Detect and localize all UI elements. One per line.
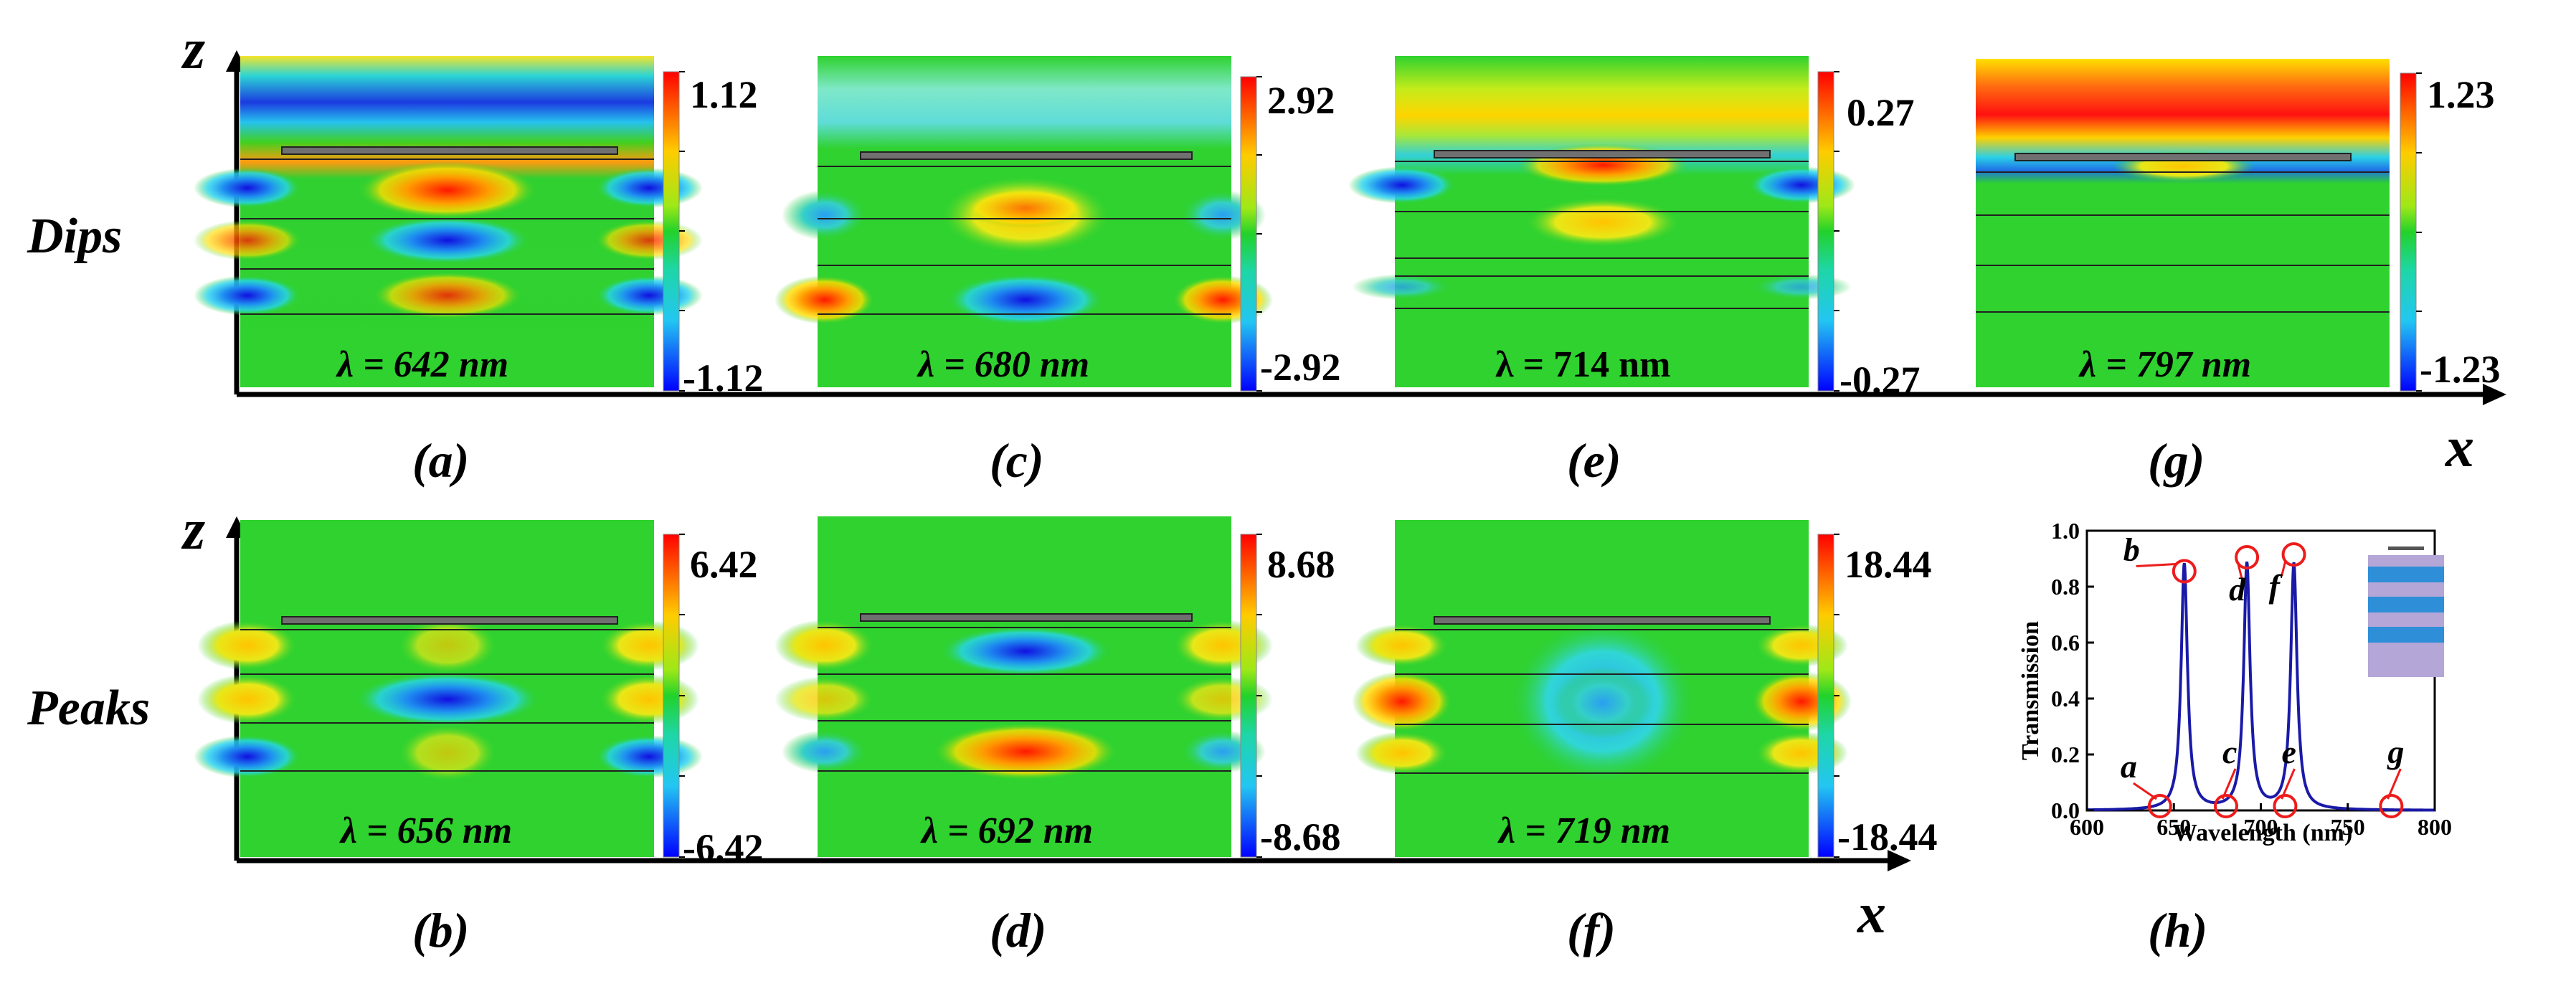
marker-g — [2379, 794, 2404, 818]
marker-arrow-f — [2281, 561, 2287, 577]
panel-label-h: (h) — [2148, 903, 2207, 957]
panel-label-e: (e) — [1567, 433, 1621, 488]
lambda-b: λ = 656 nm — [339, 810, 512, 851]
marker-arrow-b — [2136, 563, 2176, 567]
panel-label-g: (g) — [2148, 433, 2205, 488]
marker-arrow-d — [2237, 564, 2243, 579]
field-map-g — [1976, 59, 2390, 387]
marker-arrow-e — [2281, 768, 2296, 800]
scale-max-d: 8.68 — [1267, 543, 1335, 586]
x-tick-label: 650 — [2156, 814, 2191, 840]
scale-max-b: 6.42 — [690, 543, 758, 586]
annotation-f: f — [2269, 568, 2283, 605]
scale-min-g: -1.23 — [2420, 348, 2500, 391]
field-map-c — [775, 56, 1273, 387]
x-tick-label: 800 — [2418, 814, 2452, 840]
marker-d — [2235, 545, 2260, 569]
transmission-curve — [2087, 562, 2435, 812]
scale-min-c: -2.92 — [1260, 346, 1340, 389]
annotation-e: e — [2281, 734, 2296, 770]
marker-arrow-g — [2387, 768, 2402, 800]
field-map-f — [1352, 520, 1852, 857]
lambda-a: λ = 642 nm — [336, 344, 508, 385]
colorbar-c — [1240, 76, 1262, 392]
marker-b — [2172, 559, 2197, 584]
annotation-a: a — [2121, 748, 2137, 785]
y-tick-label: 1.0 — [2051, 518, 2080, 544]
colorbar-g — [2400, 72, 2422, 392]
annotation-d: d — [2229, 571, 2246, 607]
colorbar-f — [1817, 534, 1839, 858]
bottom-x-label: x — [1857, 882, 1886, 945]
panel-label-c: (c) — [990, 433, 1043, 488]
marker-arrow-c — [2221, 768, 2237, 800]
marker-c — [2214, 794, 2238, 818]
scale-min-d: -8.68 — [1260, 815, 1340, 858]
lambda-g: λ = 797 nm — [2078, 344, 2251, 385]
panel-label-a: (a) — [412, 433, 469, 488]
scale-max-g: 1.23 — [2427, 73, 2495, 116]
row-label-dips: Dips — [27, 209, 122, 264]
row-label-peaks: Peaks — [27, 681, 150, 736]
x-tick-label: 600 — [2070, 814, 2104, 840]
annotation-b: b — [2123, 531, 2140, 568]
y-tick-label: 0.4 — [2051, 686, 2080, 711]
lambda-c: λ = 680 nm — [917, 344, 1089, 385]
y-tick-label: 0.0 — [2051, 798, 2080, 823]
scale-min-e: -0.27 — [1839, 359, 1920, 402]
panel-label-d: (d) — [990, 903, 1046, 957]
scale-max-a: 1.12 — [690, 73, 758, 116]
x-tick-label: 700 — [2244, 814, 2278, 840]
chart-ylabel: Transmission — [2017, 621, 2044, 760]
colorbar-b — [663, 534, 685, 858]
lambda-f: λ = 719 nm — [1497, 810, 1670, 851]
x-tick-label: 750 — [2331, 814, 2365, 840]
annotation-c: c — [2222, 734, 2237, 770]
chart-xlabel: Wavelength (nm) — [2173, 820, 2352, 846]
scale-max-e: 0.27 — [1847, 91, 1915, 134]
marker-e — [2273, 794, 2298, 818]
colorbar-a — [663, 71, 685, 392]
field-map-e — [1348, 56, 1855, 387]
lambda-e: λ = 714 nm — [1495, 344, 1670, 385]
bottom-x-arrow — [1888, 850, 1911, 871]
field-map-b — [194, 520, 703, 857]
scale-max-f: 18.44 — [1845, 543, 1932, 586]
scale-min-a: -1.12 — [683, 356, 763, 399]
y-tick-label: 0.2 — [2051, 742, 2080, 767]
panel-label-f: (f) — [1567, 903, 1616, 957]
structure-inset — [2368, 546, 2444, 677]
y-tick-label: 0.6 — [2051, 630, 2080, 656]
scale-max-c: 2.92 — [1267, 79, 1335, 122]
field-map-d — [775, 516, 1273, 857]
y-tick-label: 0.8 — [2051, 574, 2080, 600]
top-x-arrow — [2483, 384, 2506, 405]
transmission-chart: Transmission Wavelength (nm) 600 650 700 75… — [2017, 518, 2452, 846]
top-x-label: x — [2445, 416, 2474, 479]
field-map-a — [194, 56, 703, 387]
scale-min-b: -6.42 — [683, 826, 763, 869]
colorbar-e — [1817, 71, 1839, 392]
marker-a — [2147, 794, 2172, 818]
bottom-z-label: z — [181, 498, 205, 562]
marker-f — [2281, 542, 2306, 567]
top-z-label: z — [181, 18, 205, 81]
panel-label-b: (b) — [412, 903, 469, 957]
lambda-d: λ = 692 nm — [920, 810, 1093, 851]
marker-arrow-a — [2133, 782, 2157, 800]
colorbar-d — [1240, 534, 1262, 858]
annotation-g: g — [2387, 734, 2404, 770]
scale-min-f: -18.44 — [1837, 815, 1937, 858]
